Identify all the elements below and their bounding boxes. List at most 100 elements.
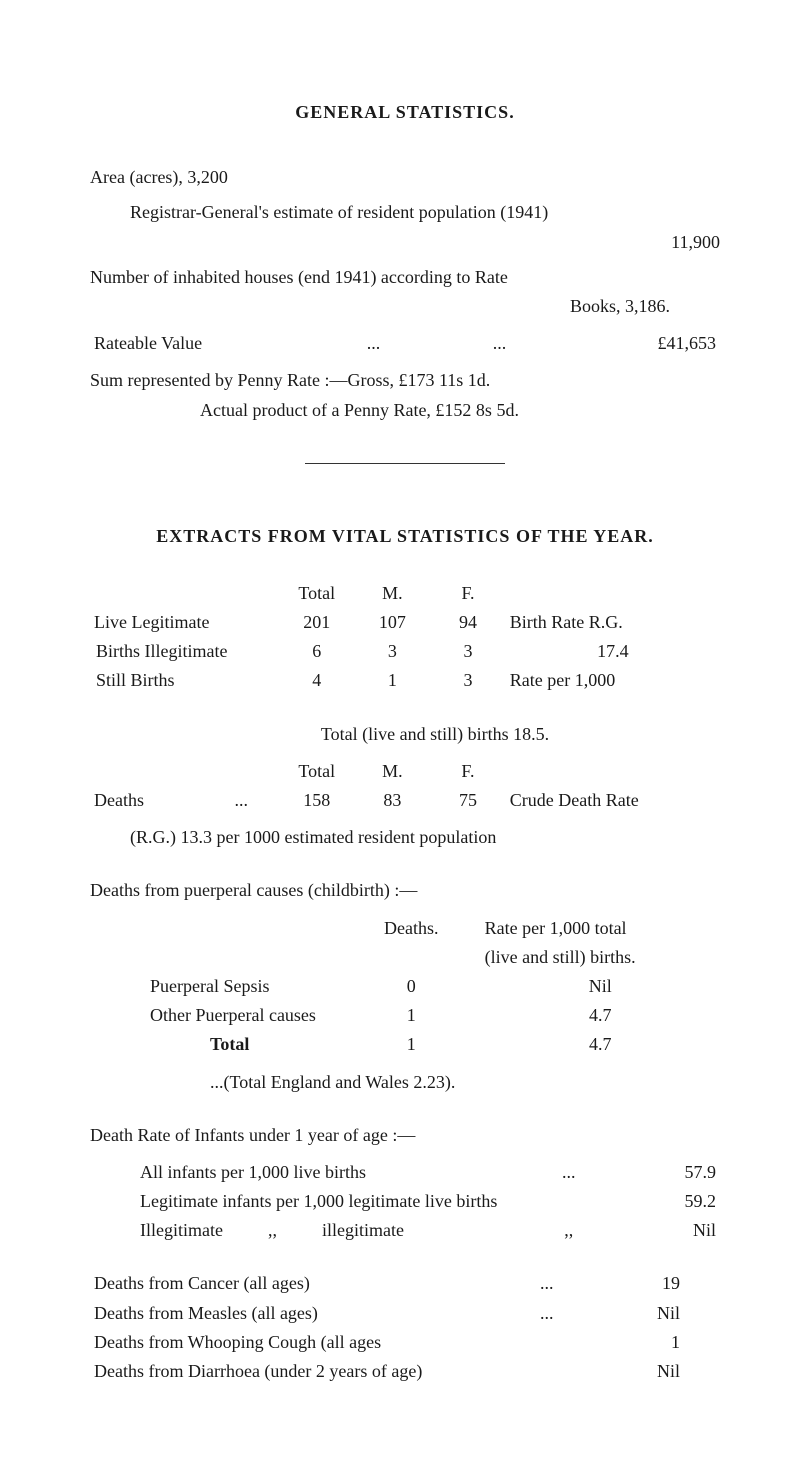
table-row: Still Births 4 1 3 Rate per 1,000 — [90, 666, 720, 695]
row-val: 19 — [594, 1269, 720, 1298]
births-table: Total M. F. Live Legitimate 201 107 94 B… — [90, 579, 720, 696]
row-rate: Nil — [481, 972, 720, 1001]
row-dots: ... — [500, 1269, 595, 1298]
row-m: 107 — [355, 608, 431, 637]
row-label: Other Puerperal causes — [90, 1001, 342, 1030]
deaths-row-table: Total M. F. Deaths ... 158 83 75 Crude D… — [90, 757, 720, 815]
row-label: Live Legitimate — [90, 608, 279, 637]
table-row: Illegitimate ,, illegitimate ,, Nil — [90, 1216, 720, 1245]
page: GENERAL STATISTICS. Area (acres), 3,200 … — [0, 0, 800, 1474]
col-f: F. — [430, 757, 506, 786]
registrar-line: Registrar-General's estimate of resident… — [130, 200, 720, 225]
row-val: 1 — [594, 1328, 720, 1357]
infants-intro: Death Rate of Infants under 1 year of ag… — [90, 1123, 720, 1148]
table-row: Deaths from Measles (all ages) ... Nil — [90, 1299, 720, 1328]
row-val: Nil — [594, 1357, 720, 1386]
col-rate: Rate per 1,000 total — [481, 914, 720, 943]
total-live-still: Total (live and still) births 18.5. — [150, 722, 720, 747]
row-label: Puerperal Sepsis — [90, 972, 342, 1001]
sum-line2: Actual product of a Penny Rate, £152 8s … — [200, 398, 720, 423]
table-row: Births Illegitimate 6 3 3 17.4 — [90, 637, 720, 666]
row-val: 57.9 — [607, 1158, 720, 1187]
registrar-value-line: 11,900 — [90, 230, 720, 255]
row-note: Crude Death Rate — [506, 786, 720, 815]
col-m: M. — [355, 579, 431, 608]
table-row: Puerperal Sepsis 0 Nil — [90, 972, 720, 1001]
row-label: Legitimate infants per 1,000 legitimate … — [90, 1187, 607, 1216]
row-label: Deaths from Whooping Cough (all ages — [90, 1328, 500, 1357]
col-rate-2: (live and still) births. — [481, 943, 720, 972]
rateable-dots1: ... — [311, 329, 437, 358]
row-label: Still Births — [90, 666, 279, 695]
row-val: Nil — [607, 1216, 720, 1245]
row-label: Deaths from Measles (all ages) — [90, 1299, 500, 1328]
row-deaths: 1 — [342, 1001, 481, 1030]
row-total: 6 — [279, 637, 355, 666]
row-f: 3 — [430, 637, 506, 666]
row-total: 4 — [279, 666, 355, 695]
table-row: Deaths from Cancer (all ages) ... 19 — [90, 1269, 720, 1298]
table-row: Deaths ... 158 83 75 Crude Death Rate — [90, 786, 720, 815]
puerperal-intro: Deaths from puerperal causes (childbirth… — [90, 878, 720, 903]
row-m: 83 — [355, 786, 431, 815]
divider-line — [305, 463, 505, 464]
row-total: 201 — [279, 608, 355, 637]
row-m: 1 — [355, 666, 431, 695]
row-dots: ,, — [531, 1216, 607, 1245]
table-row: Live Legitimate 201 107 94 Birth Rate R.… — [90, 608, 720, 637]
table-row: Total 1 4.7 — [90, 1030, 720, 1059]
table-header-row: Total M. F. — [90, 579, 720, 608]
row-label: Births Illegitimate — [90, 637, 279, 666]
col-f: F. — [430, 579, 506, 608]
infants-table: All infants per 1,000 live births ... 57… — [90, 1158, 720, 1246]
row-f: 94 — [430, 608, 506, 637]
rateable-dots2: ... — [437, 329, 563, 358]
row-dots — [500, 1357, 595, 1386]
row-note: Rate per 1,000 — [506, 666, 720, 695]
puerperal-table: Deaths. Rate per 1,000 total (live and s… — [90, 914, 720, 1060]
table-row: Other Puerperal causes 1 4.7 — [90, 1001, 720, 1030]
registrar-value: 11,900 — [671, 232, 720, 252]
row-dots: ... — [500, 1299, 595, 1328]
row-val: Nil — [594, 1299, 720, 1328]
row-val: 59.2 — [607, 1187, 720, 1216]
col-total: Total — [279, 579, 355, 608]
inhabited-line2: Books, 3,186. — [90, 294, 670, 319]
row-dots: ... — [531, 1158, 607, 1187]
area-line: Area (acres), 3,200 — [90, 165, 720, 190]
row-label: Deaths — [90, 786, 203, 815]
col-deaths: Deaths. — [342, 914, 481, 943]
table-header-row: Total M. F. — [90, 757, 720, 786]
row-deaths: 1 — [342, 1030, 481, 1059]
row-label: Total — [90, 1030, 342, 1059]
table-header-row: Deaths. Rate per 1,000 total — [90, 914, 720, 943]
row-f: 75 — [430, 786, 506, 815]
puerperal-note: ...(Total England and Wales 2.23). — [210, 1070, 720, 1095]
heading-extracts: EXTRACTS FROM VITAL STATISTICS OF THE YE… — [90, 524, 720, 549]
table-row: All infants per 1,000 live births ... 57… — [90, 1158, 720, 1187]
row-label: All infants per 1,000 live births — [90, 1158, 531, 1187]
col-total: Total — [279, 757, 355, 786]
table-row: Deaths from Whooping Cough (all ages 1 — [90, 1328, 720, 1357]
row-f: 3 — [430, 666, 506, 695]
registrar-text: Registrar-General's estimate of resident… — [130, 202, 548, 222]
deaths-causes-table: Deaths from Cancer (all ages) ... 19 Dea… — [90, 1269, 720, 1386]
table-row: Legitimate infants per 1,000 legitimate … — [90, 1187, 720, 1216]
col-m: M. — [355, 757, 431, 786]
row-m: 3 — [355, 637, 431, 666]
row-dots — [500, 1328, 595, 1357]
row-note: 17.4 — [506, 637, 720, 666]
row-dots: ... — [203, 786, 279, 815]
row-deaths: 0 — [342, 972, 481, 1001]
row-label: Illegitimate ,, illegitimate — [90, 1216, 531, 1245]
rateable-value: £41,653 — [563, 329, 721, 358]
rateable-row: Rateable Value ... ... £41,653 — [90, 329, 720, 358]
row-label: Deaths from Diarrhoea (under 2 years of … — [90, 1357, 500, 1386]
rg-line: (R.G.) 13.3 per 1000 estimated resident … — [130, 825, 720, 850]
row-rate: 4.7 — [481, 1001, 720, 1030]
table-row: Deaths from Diarrhoea (under 2 years of … — [90, 1357, 720, 1386]
heading-general-statistics: GENERAL STATISTICS. — [90, 100, 720, 125]
row-total: 158 — [279, 786, 355, 815]
rateable-label: Rateable Value — [90, 329, 311, 358]
table-header-row-2: (live and still) births. — [90, 943, 720, 972]
